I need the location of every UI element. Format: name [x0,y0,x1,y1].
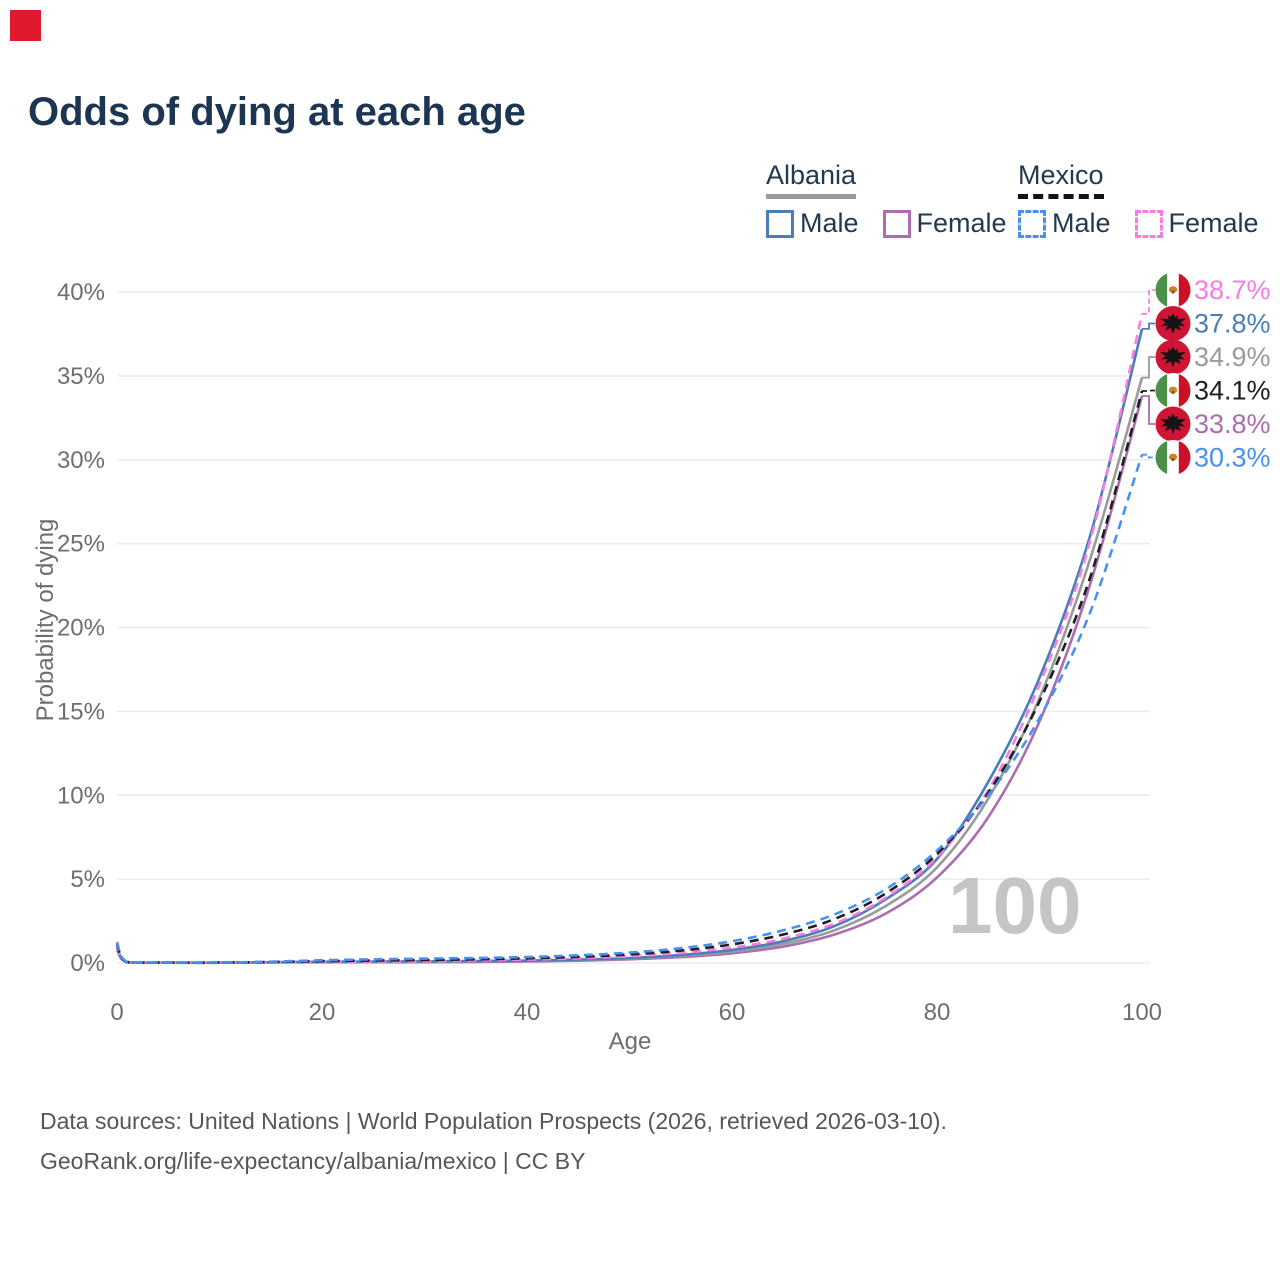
end-label-mexico-total: 34.1% [1194,376,1271,406]
x-tick-label: 0 [110,999,123,1026]
end-connector-albania-male [1142,322,1155,330]
series-line-mexico-female [115,313,1144,965]
end-connector-albania-female [1142,395,1155,425]
legend-label-mexico-male: Male [1052,208,1111,238]
x-axis-title: Age [608,1028,652,1055]
flag-icon-albania [1155,339,1191,375]
albania-female-swatch-icon [882,209,911,238]
page-title: Odds of dying at each age [28,90,526,134]
flag-icon-mexico [1155,272,1191,308]
albania-male-swatch-icon [766,209,794,238]
x-tick-label: 40 [514,999,541,1026]
y-axis-title: Probability of dying [32,518,59,722]
end-label-albania-female: 33.8% [1194,409,1271,439]
albania-eagle-icon [1160,347,1186,368]
albania-eagle-icon [1160,313,1186,334]
y-tick-label: 15% [57,698,105,725]
x-tick-label: 100 [1122,999,1162,1026]
series-line-mexico-male [115,454,1144,964]
footer-data-sources: Data sources: United Nations | World Pop… [40,1108,947,1134]
legend-label-albania-female: Female [916,208,1007,238]
age-watermark: 100 [948,861,1082,950]
y-tick-label: 20% [57,615,105,642]
end-connector-mexico-female [1142,289,1155,315]
flag-icon-mexico [1155,373,1191,408]
legend-item-mexico-female: Female [1134,208,1259,239]
mexico-female-swatch-icon [1134,209,1163,238]
end-label-mexico-female: 38.7% [1194,275,1271,305]
y-tick-label: 10% [57,782,105,809]
legend-label-albania-male: Male [800,208,859,238]
legend-item-albania-male: Male [766,208,859,239]
legend-header-mexico: Mexico [1018,160,1104,199]
albania-eagle-icon [1160,414,1186,435]
mexico-male-swatch-icon [1018,209,1046,238]
y-tick-label: 5% [70,866,105,893]
end-label-albania-male: 37.8% [1194,309,1271,339]
footer-attribution: GeoRank.org/life-expectancy/albania/mexi… [40,1148,586,1174]
red-marker [10,10,41,41]
y-tick-label: 25% [57,531,105,558]
flag-icon-albania [1155,306,1191,341]
flag-icon-mexico [1155,440,1191,475]
y-tick-label: 30% [57,447,105,474]
legend-group-albania: Albania Male Female [766,160,1007,239]
x-tick-label: 60 [719,999,746,1026]
end-connector-albania-total [1142,356,1155,379]
y-tick-label: 0% [70,950,105,977]
legend-label-mexico-female: Female [1168,208,1259,238]
legend-item-albania-female: Female [882,208,1007,239]
y-tick-label: 35% [57,363,105,390]
x-tick-label: 20 [309,999,336,1026]
y-tick-label: 40% [57,279,105,306]
end-connector-mexico-male [1142,453,1155,459]
legend-header-albania: Albania [766,160,857,199]
legend-item-mexico-male: Male [1018,208,1111,239]
end-connector-mexico-total [1142,389,1155,392]
x-tick-label: 80 [924,999,951,1026]
end-label-albania-total: 34.9% [1194,342,1271,372]
end-label-mexico-male: 30.3% [1194,443,1271,473]
flag-icon-albania [1155,406,1191,442]
legend-group-mexico: Mexico Male Female [1018,160,1259,239]
